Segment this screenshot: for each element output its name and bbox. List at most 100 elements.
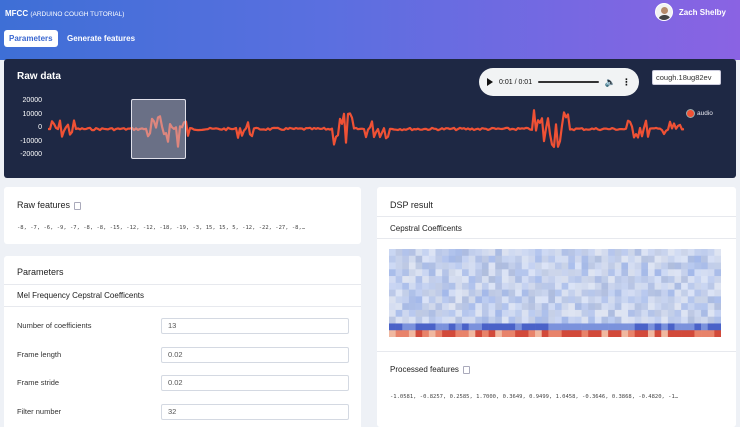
app-subtitle: (ARDUINO COUGH TUTORIAL) [30, 11, 125, 18]
chart-legend[interactable]: audio [686, 109, 713, 118]
heatmap-cell [462, 330, 469, 337]
processed-features-values: -1.0581, -0.8257, 0.2585, 1.7000, 0.3649… [390, 394, 679, 400]
heatmap-cell [501, 282, 509, 290]
heatmap-cell [501, 323, 509, 331]
heatmap-cell [528, 289, 536, 297]
heatmap-cell [428, 330, 436, 337]
heatmap-cell [515, 249, 523, 257]
heatmap-cell [568, 276, 576, 284]
app-name: MFCC [5, 9, 29, 18]
heatmap-cell [488, 296, 496, 304]
heatmap-cell [568, 296, 576, 304]
heatmap-cell [415, 276, 423, 284]
y-tick-label: 10000 [22, 111, 42, 118]
frame-length-input[interactable]: 0.02 [161, 347, 349, 363]
cepstral-coefficients-title: Cepstral Coefficents [390, 224, 462, 233]
heatmap-cell [681, 255, 689, 263]
heatmap-cell [389, 282, 396, 290]
avatar[interactable] [654, 3, 673, 21]
more-vert-icon[interactable]: ⋮ [622, 76, 631, 87]
heatmap-cell [588, 296, 596, 304]
heatmap-cell [535, 303, 543, 311]
tab-generate-features[interactable]: Generate features [67, 34, 136, 43]
heatmap-cell [448, 316, 456, 324]
heatmap-cell [395, 255, 403, 263]
frame-stride-input[interactable]: 0.02 [161, 375, 349, 391]
heatmap-cell [508, 255, 516, 263]
heatmap-cell [455, 249, 463, 257]
heatmap-cell [647, 282, 655, 290]
cepstral-heatmap [389, 249, 721, 337]
heatmap-cell [687, 276, 695, 284]
heatmap-cell [694, 323, 702, 331]
heatmap-cell [694, 316, 702, 324]
filter-number-input[interactable]: 32 [161, 404, 349, 420]
heatmap-cell [667, 249, 675, 257]
heatmap-cell [508, 249, 516, 257]
heatmap-cell [614, 303, 622, 311]
heatmap-cell [535, 289, 543, 297]
legend-audio-label: audio [697, 110, 713, 117]
heatmap-cell [621, 269, 629, 277]
heatmap-cell [561, 269, 569, 277]
heatmap-cell [442, 249, 450, 257]
heatmap-cell [674, 282, 682, 290]
heatmap-cell [681, 262, 689, 270]
audio-player[interactable]: 0:01 / 0:01 🔈 ⋮ [479, 68, 639, 96]
heatmap-cell [415, 255, 423, 263]
copy-icon[interactable] [74, 201, 82, 210]
heatmap-cell [601, 255, 609, 263]
heatmap-cell [501, 330, 509, 337]
heatmap-cell [661, 323, 669, 331]
window-selector[interactable] [131, 99, 186, 159]
heatmap-cell [508, 289, 516, 297]
heatmap-cell [714, 289, 721, 297]
heatmap-cell [548, 316, 556, 324]
heatmap-cell [528, 330, 536, 337]
heatmap-cell [661, 316, 669, 324]
heatmap-cell [442, 316, 450, 324]
heatmap-cell [654, 276, 662, 284]
raw-features-title-text: Raw features [17, 200, 71, 210]
heatmap-cell [462, 296, 469, 304]
num-coefficients-input[interactable]: 13 [161, 318, 349, 334]
play-icon[interactable] [487, 78, 493, 86]
mfcc-section-title: Mel Frequency Cepstral Coefficents [17, 291, 145, 300]
heatmap-cell [488, 316, 496, 324]
heatmap-cell [667, 289, 675, 297]
tab-parameters[interactable]: Parameters [4, 30, 58, 47]
heatmap-cell [608, 255, 616, 263]
heatmap-cell [614, 323, 622, 331]
heatmap-cell [455, 323, 463, 331]
heatmap-cell [501, 269, 509, 277]
heatmap-cell [468, 269, 476, 277]
heatmap-cell [667, 316, 675, 324]
dsp-result-title: DSP result [390, 200, 433, 210]
heatmap-cell [528, 316, 536, 324]
copy-icon[interactable] [462, 365, 470, 374]
heatmap-cell [694, 309, 702, 317]
heatmap-cell [408, 255, 416, 263]
raw-data-title: Raw data [17, 71, 61, 82]
volume-icon[interactable]: 🔈 [604, 76, 616, 87]
sample-select[interactable]: cough.18ug82ev [652, 70, 721, 85]
heatmap-cell [475, 276, 483, 284]
heatmap-cell [681, 289, 689, 297]
heatmap-cell [495, 330, 503, 337]
heatmap-cell [694, 269, 702, 277]
heatmap-cell [515, 262, 523, 270]
heatmap-cell [428, 255, 436, 263]
top-bar: MFCC (ARDUINO COUGH TUTORIAL) Zach Shelb… [0, 0, 740, 60]
user-menu[interactable]: Zach Shelby [654, 3, 726, 21]
heatmap-cell [548, 289, 556, 297]
heatmap-cell [594, 316, 602, 324]
heatmap-cell [548, 296, 556, 304]
heatmap-cell [389, 249, 396, 257]
audio-seek-bar[interactable] [538, 81, 599, 83]
heatmap-cell [428, 282, 436, 290]
heatmap-cell [481, 276, 489, 284]
raw-features-values: -8, -7, -6, -9, -7, -8, -8, -15, -12, -1… [17, 225, 306, 231]
heatmap-cell [601, 249, 609, 257]
heatmap-cell [641, 323, 649, 331]
heatmap-cell [488, 249, 496, 257]
